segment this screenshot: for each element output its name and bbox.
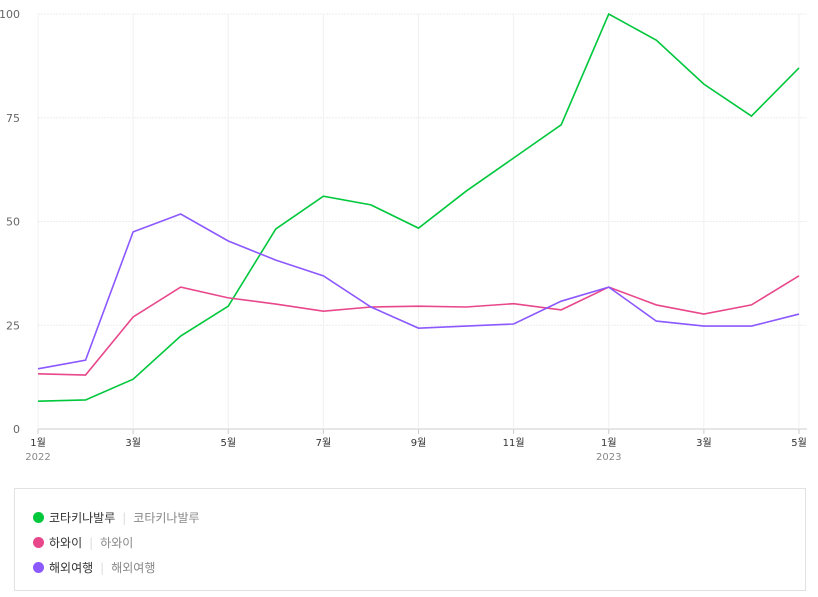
series-line xyxy=(37,213,800,370)
legend-sub: 해외여행 xyxy=(111,561,156,575)
x-tick-label: 1월 xyxy=(601,437,617,449)
legend: 코타키나발루 | 코타키나발루 하와이 | 하와이 해외여행 | 해외여행 xyxy=(14,488,806,591)
x-tick-label: 1월 xyxy=(30,437,46,449)
y-tick-label: 0 xyxy=(13,423,20,436)
x-tick-label: 7월 xyxy=(316,437,332,449)
separator: | xyxy=(122,510,127,525)
x-tick-label: 5월 xyxy=(791,437,807,449)
legend-dot-icon xyxy=(33,537,44,548)
legend-name: 코타키나발루 xyxy=(49,511,116,525)
legend-sub: 하와이 xyxy=(100,536,134,550)
separator: | xyxy=(89,535,94,550)
separator: | xyxy=(100,560,105,575)
x-year-label: 2023 xyxy=(596,452,621,463)
y-tick-label: 100 xyxy=(0,8,20,21)
x-tick-label: 3월 xyxy=(696,437,712,449)
line-chart: 0 25 50 75 100 1월 2022 3월 5월 7월 9월 11월 1월 2023 3월 5월 xyxy=(0,8,807,463)
y-tick-label: 75 xyxy=(6,112,20,125)
legend-dot-icon xyxy=(33,562,44,573)
legend-sub: 코타키나발루 xyxy=(133,511,200,525)
legend-dot-icon xyxy=(33,512,44,523)
legend-name: 해외여행 xyxy=(49,561,94,575)
series-line xyxy=(37,275,800,376)
x-tick-label: 3월 xyxy=(125,437,141,449)
x-tick-label: 9월 xyxy=(411,437,427,449)
x-year-label: 2022 xyxy=(25,452,50,463)
y-tick-label: 25 xyxy=(6,319,20,332)
legend-name: 하와이 xyxy=(49,536,83,550)
legend-item[interactable]: 코타키나발루 | 코타키나발루 xyxy=(33,505,805,530)
x-tick-label: 5월 xyxy=(220,437,236,449)
legend-item[interactable]: 하와이 | 하와이 xyxy=(33,530,805,555)
y-tick-label: 50 xyxy=(6,216,20,229)
x-tick-label: 11월 xyxy=(503,437,525,449)
legend-item[interactable]: 해외여행 | 해외여행 xyxy=(33,555,805,580)
series-line xyxy=(37,12,800,402)
